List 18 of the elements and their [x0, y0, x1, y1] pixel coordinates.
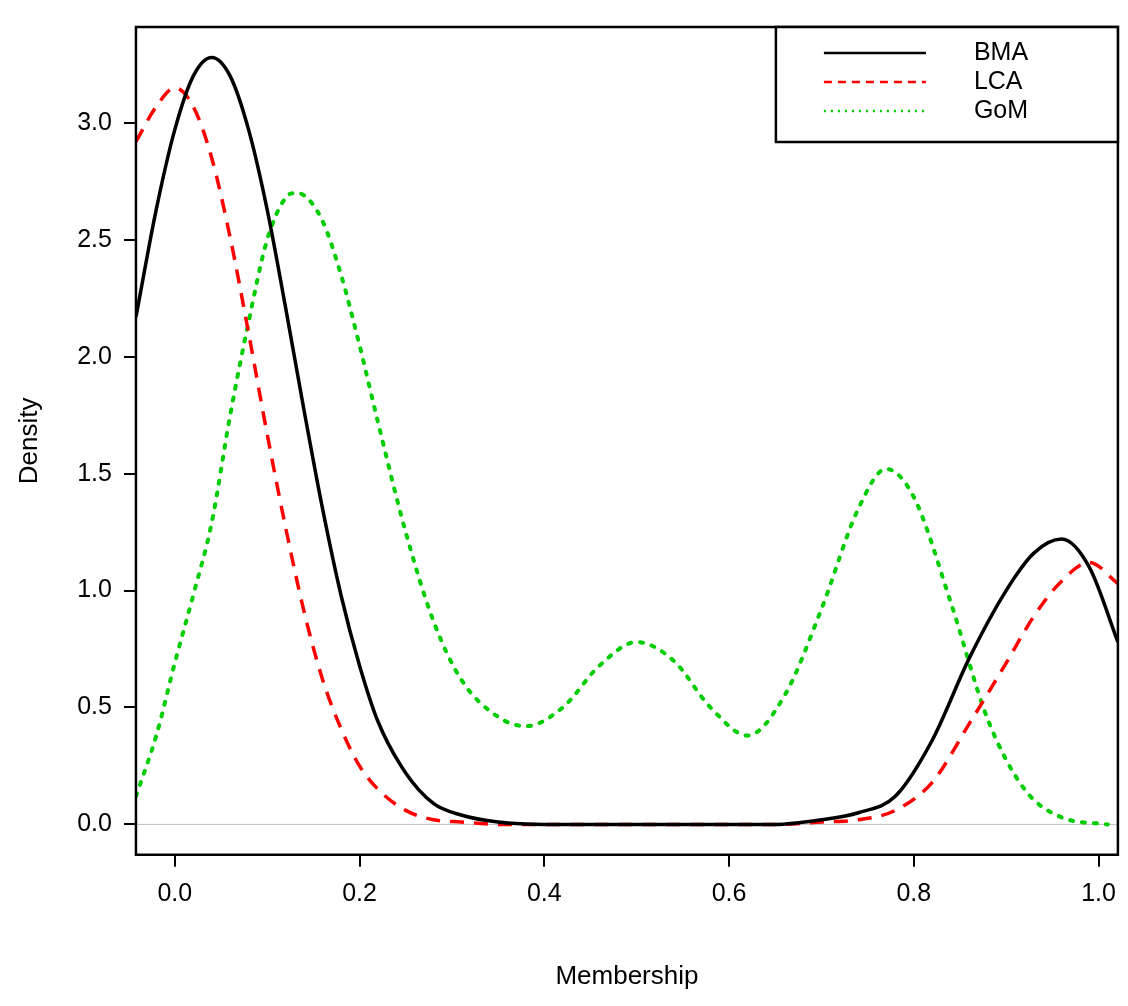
y-axis-title: Density — [12, 397, 43, 485]
x-tick-label: 0.4 — [526, 877, 562, 906]
x-tick-label: 0.0 — [157, 877, 193, 906]
y-tick-label: 1.5 — [77, 457, 112, 486]
y-tick-label: 0.5 — [77, 691, 112, 720]
x-tick-label: 1.0 — [1081, 877, 1116, 906]
y-tick-label: 1.0 — [77, 574, 112, 603]
y-tick-label: 0.0 — [77, 808, 112, 837]
y-tick-label: 2.0 — [77, 340, 112, 369]
y-tick-label: 2.5 — [77, 223, 112, 252]
legend-label: LCA — [973, 65, 1023, 94]
legend-label: BMA — [973, 36, 1029, 65]
x-tick-label: 0.2 — [342, 877, 377, 906]
x-tick-label: 0.8 — [896, 877, 932, 906]
x-axis-title: Membership — [555, 959, 699, 990]
y-tick-label: 3.0 — [77, 106, 112, 135]
legend-label: GoM — [973, 94, 1029, 123]
x-tick-label: 0.6 — [711, 877, 747, 906]
